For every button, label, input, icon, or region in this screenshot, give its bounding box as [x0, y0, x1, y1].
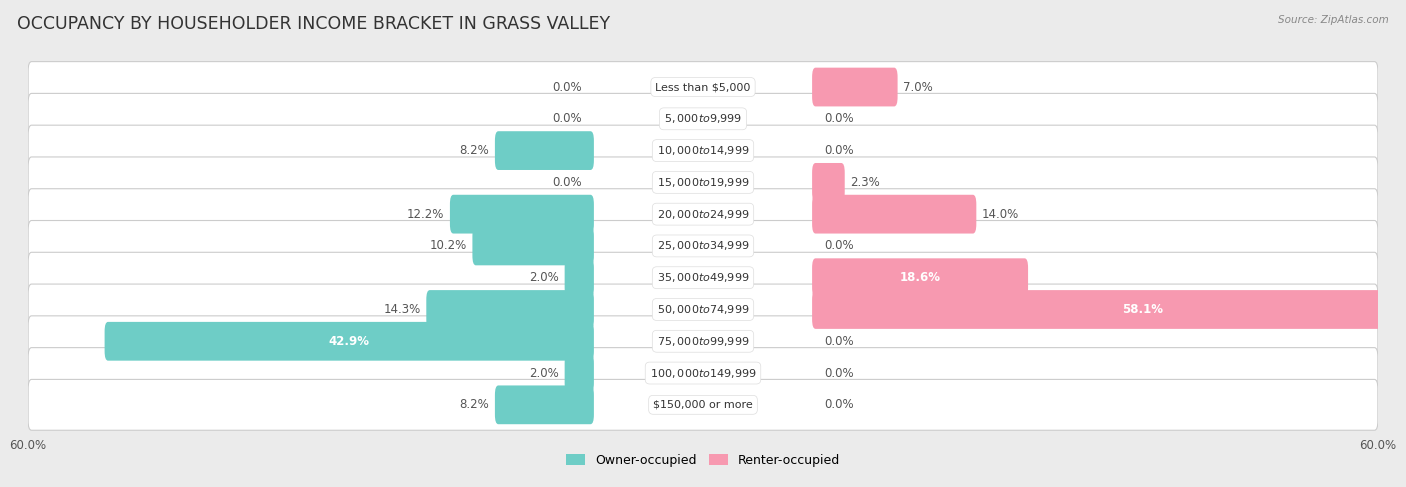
- FancyBboxPatch shape: [450, 195, 593, 234]
- FancyBboxPatch shape: [565, 258, 593, 297]
- Text: 0.0%: 0.0%: [553, 112, 582, 125]
- FancyBboxPatch shape: [813, 258, 1028, 297]
- FancyBboxPatch shape: [813, 163, 845, 202]
- Text: $10,000 to $14,999: $10,000 to $14,999: [657, 144, 749, 157]
- Text: $150,000 or more: $150,000 or more: [654, 400, 752, 410]
- FancyBboxPatch shape: [472, 226, 593, 265]
- FancyBboxPatch shape: [28, 284, 1378, 335]
- Text: 0.0%: 0.0%: [824, 367, 853, 379]
- Text: 2.3%: 2.3%: [851, 176, 880, 189]
- Text: $50,000 to $74,999: $50,000 to $74,999: [657, 303, 749, 316]
- Text: $100,000 to $149,999: $100,000 to $149,999: [650, 367, 756, 379]
- Text: 2.0%: 2.0%: [529, 367, 560, 379]
- Text: 42.9%: 42.9%: [329, 335, 370, 348]
- FancyBboxPatch shape: [813, 68, 897, 107]
- Text: Source: ZipAtlas.com: Source: ZipAtlas.com: [1278, 15, 1389, 25]
- FancyBboxPatch shape: [495, 385, 593, 424]
- FancyBboxPatch shape: [28, 62, 1378, 112]
- FancyBboxPatch shape: [565, 354, 593, 393]
- FancyBboxPatch shape: [28, 125, 1378, 176]
- Legend: Owner-occupied, Renter-occupied: Owner-occupied, Renter-occupied: [561, 449, 845, 472]
- FancyBboxPatch shape: [28, 348, 1378, 398]
- Text: OCCUPANCY BY HOUSEHOLDER INCOME BRACKET IN GRASS VALLEY: OCCUPANCY BY HOUSEHOLDER INCOME BRACKET …: [17, 15, 610, 33]
- Text: 0.0%: 0.0%: [553, 80, 582, 94]
- Text: $25,000 to $34,999: $25,000 to $34,999: [657, 240, 749, 252]
- Text: $75,000 to $99,999: $75,000 to $99,999: [657, 335, 749, 348]
- FancyBboxPatch shape: [495, 131, 593, 170]
- Text: 18.6%: 18.6%: [900, 271, 941, 284]
- Text: $15,000 to $19,999: $15,000 to $19,999: [657, 176, 749, 189]
- Text: $5,000 to $9,999: $5,000 to $9,999: [664, 112, 742, 125]
- Text: 0.0%: 0.0%: [824, 398, 853, 412]
- FancyBboxPatch shape: [813, 290, 1406, 329]
- Text: 0.0%: 0.0%: [553, 176, 582, 189]
- FancyBboxPatch shape: [28, 379, 1378, 430]
- FancyBboxPatch shape: [104, 322, 593, 361]
- FancyBboxPatch shape: [28, 221, 1378, 271]
- Text: 14.0%: 14.0%: [981, 207, 1019, 221]
- FancyBboxPatch shape: [28, 189, 1378, 240]
- Text: 10.2%: 10.2%: [430, 240, 467, 252]
- Text: 2.0%: 2.0%: [529, 271, 560, 284]
- Text: Less than $5,000: Less than $5,000: [655, 82, 751, 92]
- FancyBboxPatch shape: [28, 252, 1378, 303]
- Text: $20,000 to $24,999: $20,000 to $24,999: [657, 207, 749, 221]
- Text: 0.0%: 0.0%: [824, 240, 853, 252]
- Text: 12.2%: 12.2%: [406, 207, 444, 221]
- Text: 14.3%: 14.3%: [384, 303, 420, 316]
- Text: 0.0%: 0.0%: [824, 335, 853, 348]
- FancyBboxPatch shape: [426, 290, 593, 329]
- Text: 8.2%: 8.2%: [460, 398, 489, 412]
- Text: $35,000 to $49,999: $35,000 to $49,999: [657, 271, 749, 284]
- Text: 0.0%: 0.0%: [824, 144, 853, 157]
- Text: 7.0%: 7.0%: [903, 80, 934, 94]
- Text: 58.1%: 58.1%: [1122, 303, 1163, 316]
- FancyBboxPatch shape: [28, 157, 1378, 208]
- FancyBboxPatch shape: [28, 316, 1378, 367]
- FancyBboxPatch shape: [813, 195, 976, 234]
- Text: 0.0%: 0.0%: [824, 112, 853, 125]
- FancyBboxPatch shape: [28, 94, 1378, 144]
- Text: 8.2%: 8.2%: [460, 144, 489, 157]
